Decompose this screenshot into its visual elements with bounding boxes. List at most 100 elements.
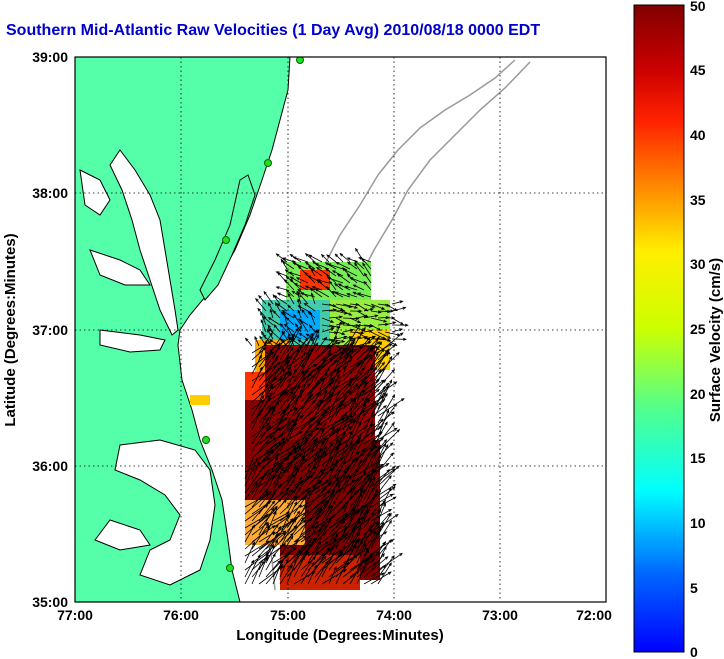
velocity-arrowhead xyxy=(298,325,302,329)
velocity-arrow xyxy=(309,324,316,333)
velocity-arrow xyxy=(287,305,295,312)
velocity-arrow xyxy=(279,536,294,557)
velocity-arrow xyxy=(328,321,342,354)
velocity-arrowhead xyxy=(363,376,368,380)
velocity-arrowhead xyxy=(307,353,312,357)
velocity-arrow xyxy=(293,417,313,438)
velocity-arrowhead xyxy=(342,365,347,370)
velocity-arrowhead xyxy=(275,455,278,460)
velocity-arrowhead xyxy=(374,445,379,449)
velocity-arrowhead xyxy=(266,526,271,530)
velocity-arrow xyxy=(258,474,274,494)
river-inlet xyxy=(94,519,151,551)
velocity-arrow xyxy=(258,532,280,557)
velocity-arrow xyxy=(363,330,372,333)
velocity-arrow xyxy=(251,395,265,417)
velocity-arrowhead xyxy=(353,490,358,495)
velocity-arrowhead xyxy=(348,312,353,316)
velocity-arrowhead xyxy=(338,315,344,319)
velocity-arrow xyxy=(294,283,309,291)
velocity-arrowhead xyxy=(352,337,356,342)
velocity-arrowhead xyxy=(308,395,312,399)
velocity-arrowhead xyxy=(341,339,346,343)
velocity-arrow xyxy=(307,406,330,431)
velocity-arrow xyxy=(272,499,287,515)
velocity-arrow xyxy=(321,309,336,312)
velocity-arrow xyxy=(377,562,392,585)
velocity-arrow xyxy=(338,283,351,291)
velocity-arrow xyxy=(377,379,393,410)
velocity-arrow xyxy=(286,458,308,480)
velocity-arrowhead xyxy=(291,418,295,423)
velocity-arrowhead xyxy=(365,556,369,561)
grid-lines xyxy=(75,57,606,602)
velocity-arrowhead xyxy=(304,261,309,266)
velocity-arrowhead xyxy=(344,444,349,448)
velocity-arrowhead xyxy=(274,506,278,511)
velocity-arrowhead xyxy=(388,475,392,479)
velocity-arrowhead xyxy=(399,332,404,336)
velocity-arrowhead xyxy=(377,444,381,449)
velocity-arrowhead xyxy=(378,454,382,459)
velocity-arrow xyxy=(342,526,356,550)
velocity-arrowhead xyxy=(293,546,297,551)
velocity-arrow xyxy=(377,520,392,543)
velocity-arrowhead xyxy=(280,311,285,315)
velocity-arrowhead xyxy=(283,323,288,328)
velocity-arrowhead xyxy=(326,498,330,503)
velocity-arrow xyxy=(321,359,338,375)
velocity-arrowhead xyxy=(371,304,376,308)
velocity-arrow xyxy=(307,380,334,403)
velocity-arrowhead xyxy=(331,291,336,295)
velocity-arrowhead xyxy=(362,326,366,331)
velocity-arrow xyxy=(307,427,324,445)
velocity-arrowhead xyxy=(329,468,334,472)
velocity-arrowhead xyxy=(282,543,287,547)
velocity-arrowhead xyxy=(310,374,315,379)
velocity-arrowhead xyxy=(328,352,332,357)
velocity-arrowhead xyxy=(333,566,337,571)
velocity-arrow xyxy=(349,303,359,306)
velocity-arrow xyxy=(265,524,279,543)
velocity-arrow xyxy=(346,293,358,298)
velocity-arrow xyxy=(342,303,358,309)
velocity-arrow xyxy=(279,445,301,459)
velocity-arrowhead xyxy=(343,268,348,272)
velocity-arrowhead xyxy=(388,562,392,567)
velocity-arrow xyxy=(265,560,281,578)
velocity-arrowhead xyxy=(266,422,271,426)
velocity-arrow xyxy=(279,423,296,452)
velocity-arrowhead xyxy=(382,499,387,504)
velocity-arrowhead xyxy=(280,558,283,563)
velocity-arrow xyxy=(356,380,368,403)
velocity-arrowhead xyxy=(297,318,302,322)
velocity-arrowhead xyxy=(263,290,267,295)
velocity-arrow xyxy=(370,443,387,473)
velocity-arrow xyxy=(352,291,365,298)
velocity-arrowhead xyxy=(309,475,314,479)
velocity-arrowhead xyxy=(361,367,366,371)
velocity-arrow xyxy=(314,386,335,410)
velocity-arrow xyxy=(349,354,372,375)
velocity-arrowhead xyxy=(254,335,258,340)
velocity-arrow xyxy=(349,493,362,522)
velocity-arrow xyxy=(244,554,261,585)
velocity-arrowhead xyxy=(308,254,313,258)
velocity-arrowhead xyxy=(297,309,301,314)
velocity-arrow xyxy=(296,277,309,284)
velocity-arrowhead xyxy=(389,442,394,446)
velocity-arrowhead xyxy=(341,505,346,509)
velocity-arrowhead xyxy=(342,564,346,569)
velocity-arrow xyxy=(342,324,361,354)
velocity-arrowhead xyxy=(385,443,389,448)
velocity-arrow xyxy=(328,535,347,550)
velocity-arrowhead xyxy=(284,269,289,273)
colorbar-scale xyxy=(633,4,685,653)
velocity-arrowhead xyxy=(346,347,351,351)
velocity-arrowhead xyxy=(293,313,297,318)
velocity-arrowhead xyxy=(344,513,349,517)
velocity-arrowhead xyxy=(383,439,388,443)
velocity-arrow xyxy=(377,338,391,341)
velocity-arrowhead xyxy=(391,394,396,399)
velocity-arrow xyxy=(356,367,374,382)
